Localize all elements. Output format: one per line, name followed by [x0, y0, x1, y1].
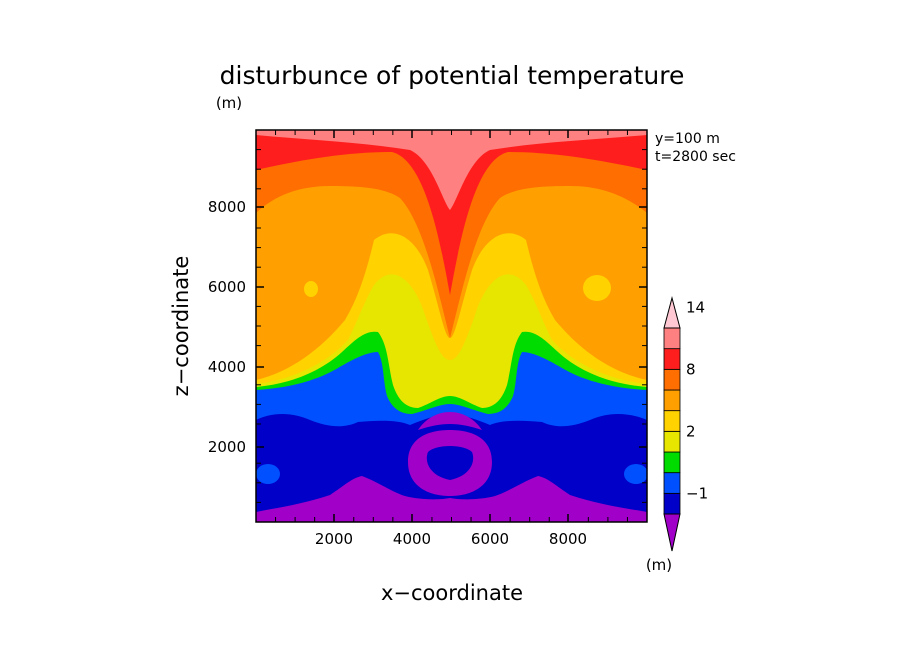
y-unit-label: (m) [216, 94, 242, 112]
colorbar-tick-label: 2 [686, 422, 696, 440]
y-tick-label-2000: 2000 [208, 438, 246, 456]
x-tick-label-6000: 6000 [471, 530, 509, 548]
annotation-time: t=2800 sec [655, 149, 736, 165]
colorbar-cell [663, 410, 681, 432]
x-tick-label-2000: 2000 [315, 530, 353, 548]
colorbar-cell [663, 327, 681, 350]
colorbar-cell [663, 472, 681, 494]
wheel-hub [439, 451, 461, 470]
colorbar-cell [663, 348, 681, 370]
colorbar-cell [663, 430, 681, 453]
colorbar: −1 2 8 14 [663, 296, 708, 552]
colorbar-cell [663, 451, 681, 474]
x-minor-ticks [275, 130, 628, 522]
chart-title: disturbunce of potential temperature [220, 61, 685, 90]
colorbar-cell [663, 368, 681, 391]
annotation-y-location: y=100 m [655, 131, 720, 147]
contour-field [256, 130, 647, 522]
colorbar-bottom-arrow [663, 513, 681, 552]
purple-wheel [408, 430, 492, 496]
colorbar-cell [663, 389, 681, 412]
right-blob [624, 464, 647, 484]
x-tick-label-8000: 8000 [549, 530, 587, 548]
colorbar-tick-label: −1 [686, 484, 708, 502]
colorbar-top-arrow [663, 296, 681, 329]
x-axis-label: x−coordinate [381, 581, 523, 605]
left-blob [256, 464, 280, 484]
y-minor-ticks [256, 149, 647, 503]
purple-surface-layer [256, 476, 647, 522]
purple-dome [418, 412, 482, 430]
y-tick-label-8000: 8000 [208, 198, 246, 216]
colorbar-tick-label: 14 [686, 298, 705, 316]
colorbar-tick-label: 8 [686, 360, 696, 378]
y-tick-label-6000: 6000 [208, 278, 246, 296]
y-tick-label-4000: 4000 [208, 358, 246, 376]
y-axis-label: z−coordinate [169, 256, 193, 397]
amber-spot-left [304, 281, 318, 297]
x-tick-label-4000: 4000 [393, 530, 431, 548]
colorbar-cell [663, 492, 681, 515]
plot-frame [255, 129, 648, 523]
colorbar-unit-label: (m) [646, 556, 672, 574]
amber-spot-right [583, 275, 611, 301]
